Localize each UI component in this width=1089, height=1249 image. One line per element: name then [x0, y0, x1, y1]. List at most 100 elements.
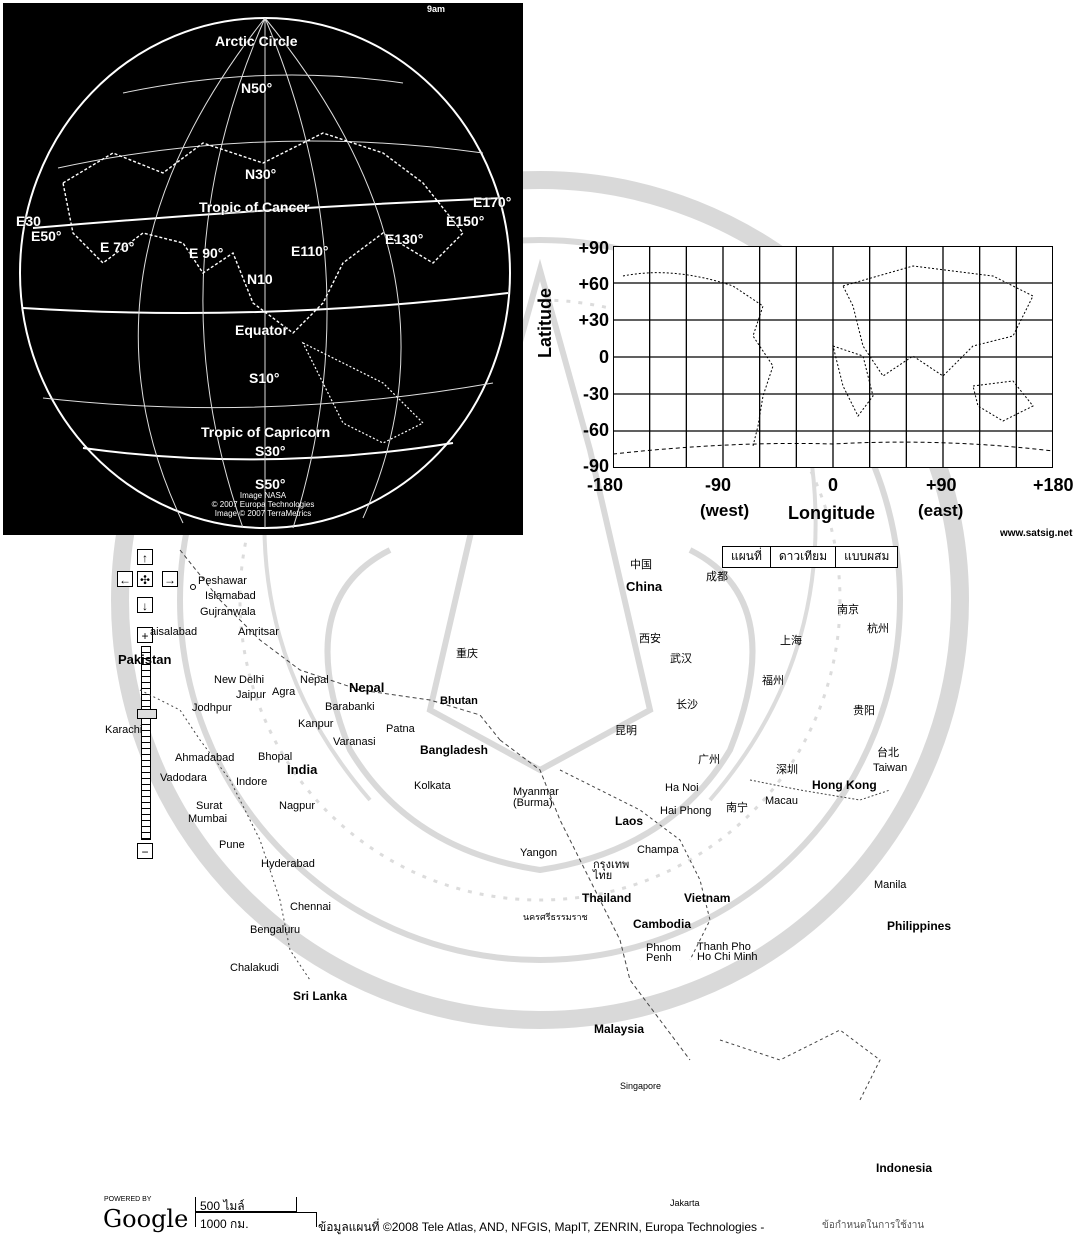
- city-singapore: Singapore: [620, 1081, 662, 1091]
- world-grid-map: [613, 246, 1053, 468]
- city-nepal: Nepal: [300, 674, 329, 686]
- terms-of-use-link[interactable]: ข้อกำหนดในการใช้งาน: [822, 1220, 925, 1231]
- pan-down-button[interactable]: ↓: [137, 597, 153, 613]
- pan-center-button[interactable]: ✣: [137, 571, 153, 587]
- e50-label: E50°: [31, 228, 62, 244]
- globe-image: 9am Arctic Circle N50° N30° Tropic of Ca…: [3, 3, 523, 535]
- pan-left-button[interactable]: ←: [117, 571, 133, 587]
- lon-tick-m90: -90: [705, 475, 732, 495]
- n10-label: N10: [247, 271, 273, 287]
- city-patna: Patna: [386, 723, 415, 735]
- place-bhutan: Bhutan: [440, 695, 478, 707]
- city-kanpur: Kanpur: [298, 718, 334, 730]
- lat-tick-m30: -30: [582, 384, 609, 404]
- place-cambodia: Cambodia: [633, 917, 692, 931]
- pan-up-button[interactable]: ↑: [137, 549, 153, 565]
- cn-label: 重庆: [456, 648, 478, 660]
- powered-by-label: POWERED BY: [104, 1196, 152, 1203]
- zoom-slider-thumb[interactable]: [137, 709, 157, 720]
- cn-label: 昆明: [615, 725, 637, 737]
- lat-tick-p90: +90: [578, 238, 609, 258]
- zoom-in-button[interactable]: +: [137, 627, 153, 643]
- cn-label: 南京: [837, 604, 859, 616]
- cn-label: 杭州: [867, 623, 889, 635]
- globe-credit-3: Image © 2007 TerraMetrics: [214, 509, 312, 518]
- city-karachi: Karachi: [105, 724, 143, 736]
- map-attribution: ข้อมูลแผนที่ ©2008 Tele Atlas, AND, NFGI…: [318, 1220, 765, 1234]
- city-varanasi: Varanasi: [333, 736, 376, 748]
- n50-label: N50°: [241, 80, 273, 96]
- map-type-hybrid-button[interactable]: แบบผสม: [836, 547, 898, 567]
- city-islamabad: Islamabad: [205, 590, 256, 602]
- map-type-map-button[interactable]: แผนที่: [723, 547, 771, 567]
- east-label: (east): [918, 501, 964, 520]
- place-laos: Laos: [615, 814, 644, 828]
- city-newdelhi: New Delhi: [214, 674, 265, 686]
- place-bangladesh: Bangladesh: [420, 743, 489, 757]
- arctic-circle-label: Arctic Circle: [215, 33, 298, 49]
- city-hanoi: Ha Noi: [665, 782, 699, 794]
- cn-label: 台北: [877, 747, 899, 759]
- e30-label: E30: [16, 213, 41, 229]
- equator-label: Equator: [235, 322, 288, 338]
- city-dot: [190, 584, 196, 590]
- s30-label: S30°: [255, 443, 286, 459]
- cn-label: 深圳: [776, 764, 798, 776]
- longitude-axis-label: Longitude: [788, 503, 875, 523]
- e90-label: E 90°: [189, 245, 224, 261]
- lat-tick-p60: +60: [578, 274, 609, 294]
- city-vadodara: Vadodara: [160, 772, 207, 784]
- globe-credit-1: Image NASA: [239, 491, 287, 500]
- google-logo[interactable]: Google: [103, 1205, 189, 1233]
- lat-tick-p30: +30: [578, 310, 609, 330]
- pan-right-button[interactable]: →: [162, 571, 178, 587]
- place-malaysia: Malaysia: [594, 1022, 645, 1036]
- lat-tick-0: 0: [598, 347, 609, 367]
- city-agra: Agra: [272, 686, 296, 698]
- cn-label: 成都: [706, 571, 728, 583]
- place-hongkong: Hong Kong: [812, 778, 877, 792]
- city-peshawar: Peshawar: [198, 575, 247, 587]
- lon-tick-m180: -180: [587, 475, 624, 495]
- place-india: India: [287, 762, 318, 777]
- city-hochiminh: Thanh Pho Ho Chi Minh: [697, 941, 758, 963]
- city-bengaluru: Bengaluru: [250, 924, 301, 936]
- city-jodhpur: Jodhpur: [192, 702, 232, 714]
- city-nakhon: นครศรีธรรมราช: [523, 912, 588, 922]
- city-ahmadabad: Ahmadabad: [175, 752, 235, 764]
- s50-label: S50°: [255, 476, 286, 492]
- lat-tick-m60: -60: [582, 420, 609, 440]
- zoom-slider-track[interactable]: [141, 646, 151, 840]
- e170-label: E170°: [473, 194, 512, 210]
- cn-label: 福州: [762, 675, 784, 687]
- city-macau: Macau: [765, 795, 799, 807]
- map-type-satellite-button[interactable]: ดาวเทียม: [770, 547, 837, 567]
- cn-label: 广州: [698, 754, 720, 766]
- city-phnompenh: Phnom Penh: [646, 942, 681, 964]
- city-manila: Manila: [874, 879, 907, 891]
- cn-label: 上海: [780, 635, 802, 647]
- cn-label: 西安: [639, 633, 661, 645]
- place-vietnam: Vietnam: [684, 891, 731, 905]
- city-jakarta: Jakarta: [670, 1198, 700, 1208]
- city-hyderabad: Hyderabad: [261, 858, 315, 870]
- map-borders: [139, 549, 891, 1101]
- city-jaipur: Jaipur: [236, 689, 266, 701]
- scale-bar-km: 1000 กม.: [195, 1212, 317, 1231]
- lon-tick-p180: +180: [1033, 475, 1074, 495]
- e70-label: E 70°: [100, 239, 135, 255]
- scale-bar-miles: 500 ไมล์: [195, 1197, 297, 1213]
- place-taiwan: Taiwan: [873, 762, 908, 774]
- city-amritsar: Amritsar: [238, 626, 279, 638]
- lon-tick-0: 0: [828, 475, 839, 495]
- city-yangon: Yangon: [520, 847, 558, 859]
- city-kolkata: Kolkata: [414, 780, 451, 792]
- city-barabanki: Barabanki: [325, 701, 375, 713]
- place-srilanka: Sri Lanka: [293, 989, 348, 1003]
- city-nagpur: Nagpur: [279, 800, 316, 812]
- s10-label: S10°: [249, 370, 280, 386]
- place-indonesia: Indonesia: [876, 1161, 933, 1175]
- globe-credits: Image NASA © 2007 Europa Technologies Im…: [193, 491, 333, 518]
- zoom-out-button[interactable]: −: [137, 843, 153, 859]
- city-haiphong: Hai Phong: [660, 805, 712, 817]
